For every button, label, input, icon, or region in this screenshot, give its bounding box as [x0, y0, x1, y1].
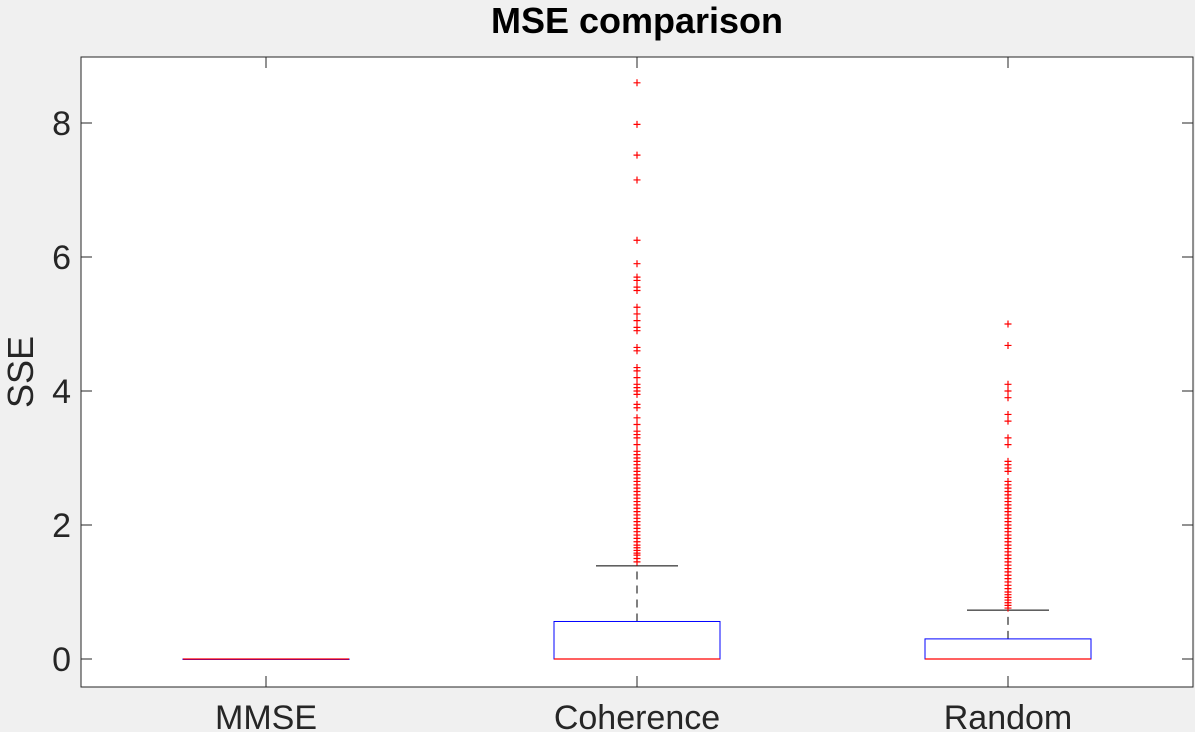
box-random	[924, 320, 1092, 660]
outlier-point	[1004, 434, 1012, 442]
x-tick-label: MMSE	[215, 699, 317, 732]
outlier-point	[633, 260, 641, 268]
outlier-point	[633, 427, 641, 435]
outlier-point	[633, 236, 641, 244]
y-tick-label: 8	[52, 105, 71, 143]
outlier-point	[1004, 394, 1012, 402]
outlier-point	[633, 380, 641, 388]
axes: 0 2 4 6 8 MMSE Coherence Random	[52, 57, 1193, 732]
x-tick-label: Random	[944, 699, 1073, 732]
outlier-point	[1004, 341, 1012, 349]
y-tick-label: 4	[52, 373, 71, 411]
box-mmse	[182, 658, 350, 660]
outlier-point	[633, 273, 641, 281]
outlier-point	[633, 120, 641, 128]
y-tick-label: 6	[52, 239, 71, 277]
y-tick-label: 2	[52, 507, 71, 545]
outlier-point	[633, 447, 641, 455]
outlier-point	[1004, 417, 1012, 425]
outlier-point	[1004, 387, 1012, 395]
y-tick-label: 0	[52, 641, 71, 679]
outlier-point	[633, 303, 641, 311]
outlier-point	[1004, 380, 1012, 388]
outlier-point	[1004, 477, 1012, 485]
outlier-point	[1004, 410, 1012, 418]
x-tick-label: Coherence	[554, 699, 720, 732]
outlier-point	[633, 400, 641, 408]
chart-title: MSE comparison	[491, 0, 783, 41]
outlier-point	[1004, 320, 1012, 328]
outlier-point	[1004, 441, 1012, 449]
outlier-point	[633, 343, 641, 351]
outlier-point	[633, 79, 641, 87]
box-coherence	[553, 79, 721, 660]
outlier-point	[633, 374, 641, 382]
outlier-point	[633, 310, 641, 318]
y-axis-label: SSE	[0, 336, 41, 408]
outlier-point	[633, 317, 641, 325]
outlier-point	[633, 414, 641, 422]
outlier-point	[633, 283, 641, 291]
outlier-point	[633, 441, 641, 449]
outlier-point	[633, 364, 641, 372]
outlier-point	[633, 176, 641, 184]
plot-frame	[80, 56, 1194, 688]
outlier-point	[633, 421, 641, 428]
outlier-point	[633, 323, 641, 331]
outlier-point	[1004, 457, 1012, 465]
boxes	[182, 79, 1092, 660]
outlier-point	[633, 151, 641, 159]
